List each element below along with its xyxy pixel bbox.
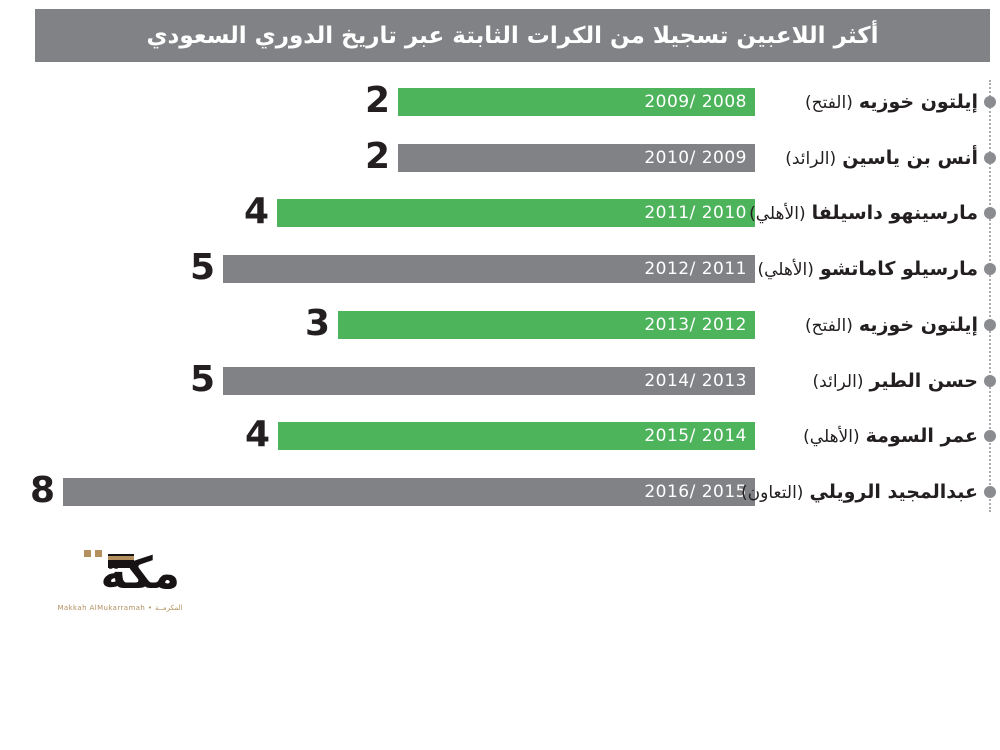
row-dot-icon [984, 96, 996, 108]
bar: 2012/ 2011 [223, 255, 755, 283]
season-label: 2010/ 2009 [644, 148, 747, 168]
team-name: (الأهلي) [803, 427, 860, 447]
logo-dots-icon [84, 550, 102, 557]
team-name: (الأهلي) [757, 260, 814, 280]
bar: 2011/ 2010 [277, 199, 755, 227]
value-label: 5 [189, 359, 215, 400]
makkah-newspaper-logo: مكة Makkah AlMukarramah • المكرمــة [50, 548, 190, 620]
logo-subtext-en: Makkah AlMukarramah [57, 604, 146, 612]
player-name: عبدالمجيد الرويلي [809, 481, 978, 503]
season-label: 2011/ 2010 [644, 203, 747, 223]
bar: 2016/ 2015 [63, 478, 755, 506]
player-label: عمر السومة (الأهلي) [803, 422, 978, 451]
player-label: إيلتون خوزيه (الفتح) [805, 88, 978, 117]
chart-title: أكثر اللاعبين تسجيلا من الكرات الثابتة ع… [146, 22, 879, 49]
value-label: 5 [189, 247, 215, 288]
bar: 2013/ 2012 [338, 311, 755, 339]
value-label: 2 [364, 136, 390, 177]
kaaba-icon [108, 554, 134, 568]
timeline-dotted-line [989, 80, 991, 512]
season-label: 2009/ 2008 [644, 92, 747, 112]
team-name: (الرائد) [785, 149, 837, 169]
team-name: (الرائد) [812, 372, 864, 392]
logo-subtext: Makkah AlMukarramah • المكرمــة [50, 604, 190, 612]
value-label: 2 [364, 80, 390, 121]
row-dot-icon [984, 207, 996, 219]
team-name: (الفتح) [804, 93, 853, 113]
player-label: عبدالمجيد الرويلي (التعاون) [741, 478, 978, 507]
row-dot-icon [984, 263, 996, 275]
season-label: 2013/ 2012 [644, 315, 747, 335]
row-dot-icon [984, 319, 996, 331]
logo-subtext-separator: • [147, 604, 153, 612]
bar: 2014/ 2013 [223, 367, 755, 395]
season-label: 2016/ 2015 [644, 482, 747, 502]
value-label: 8 [29, 470, 55, 511]
player-name: عمر السومة [865, 425, 978, 447]
player-name: مارسينهو داسيلفا [811, 202, 978, 224]
player-label: أنس بن ياسين (الرائد) [785, 144, 978, 173]
logo-subtext-ar: المكرمــة [155, 604, 183, 612]
player-label: حسن الطير (الرائد) [813, 367, 978, 396]
team-name: (الأهلي) [749, 204, 806, 224]
player-name: حسن الطير [869, 370, 978, 392]
row-dot-icon [984, 486, 996, 498]
player-name: إيلتون خوزيه [858, 314, 978, 336]
logo-wordmark: مكة [100, 548, 181, 599]
season-label: 2012/ 2011 [644, 259, 747, 279]
player-label: إيلتون خوزيه (الفتح) [805, 311, 978, 340]
player-label: مارسيلو كاماتشو (الأهلي) [757, 255, 978, 284]
value-label: 4 [243, 191, 269, 232]
row-dot-icon [984, 152, 996, 164]
row-dot-icon [984, 430, 996, 442]
season-label: 2014/ 2013 [644, 371, 747, 391]
row-dot-icon [984, 375, 996, 387]
season-label: 2015/ 2014 [644, 426, 747, 446]
bar: 2015/ 2014 [278, 422, 755, 450]
player-name: إيلتون خوزيه [858, 91, 978, 113]
bar: 2009/ 2008 [398, 88, 755, 116]
value-label: 3 [304, 303, 330, 344]
player-label: مارسينهو داسيلفا (الأهلي) [749, 199, 978, 228]
team-name: (الفتح) [804, 316, 853, 336]
chart-header: أكثر اللاعبين تسجيلا من الكرات الثابتة ع… [35, 9, 990, 62]
value-label: 4 [244, 414, 270, 455]
player-name: مارسيلو كاماتشو [819, 258, 978, 280]
team-name: (التعاون) [741, 483, 804, 503]
bar: 2010/ 2009 [398, 144, 755, 172]
player-name: أنس بن ياسين [842, 147, 978, 169]
